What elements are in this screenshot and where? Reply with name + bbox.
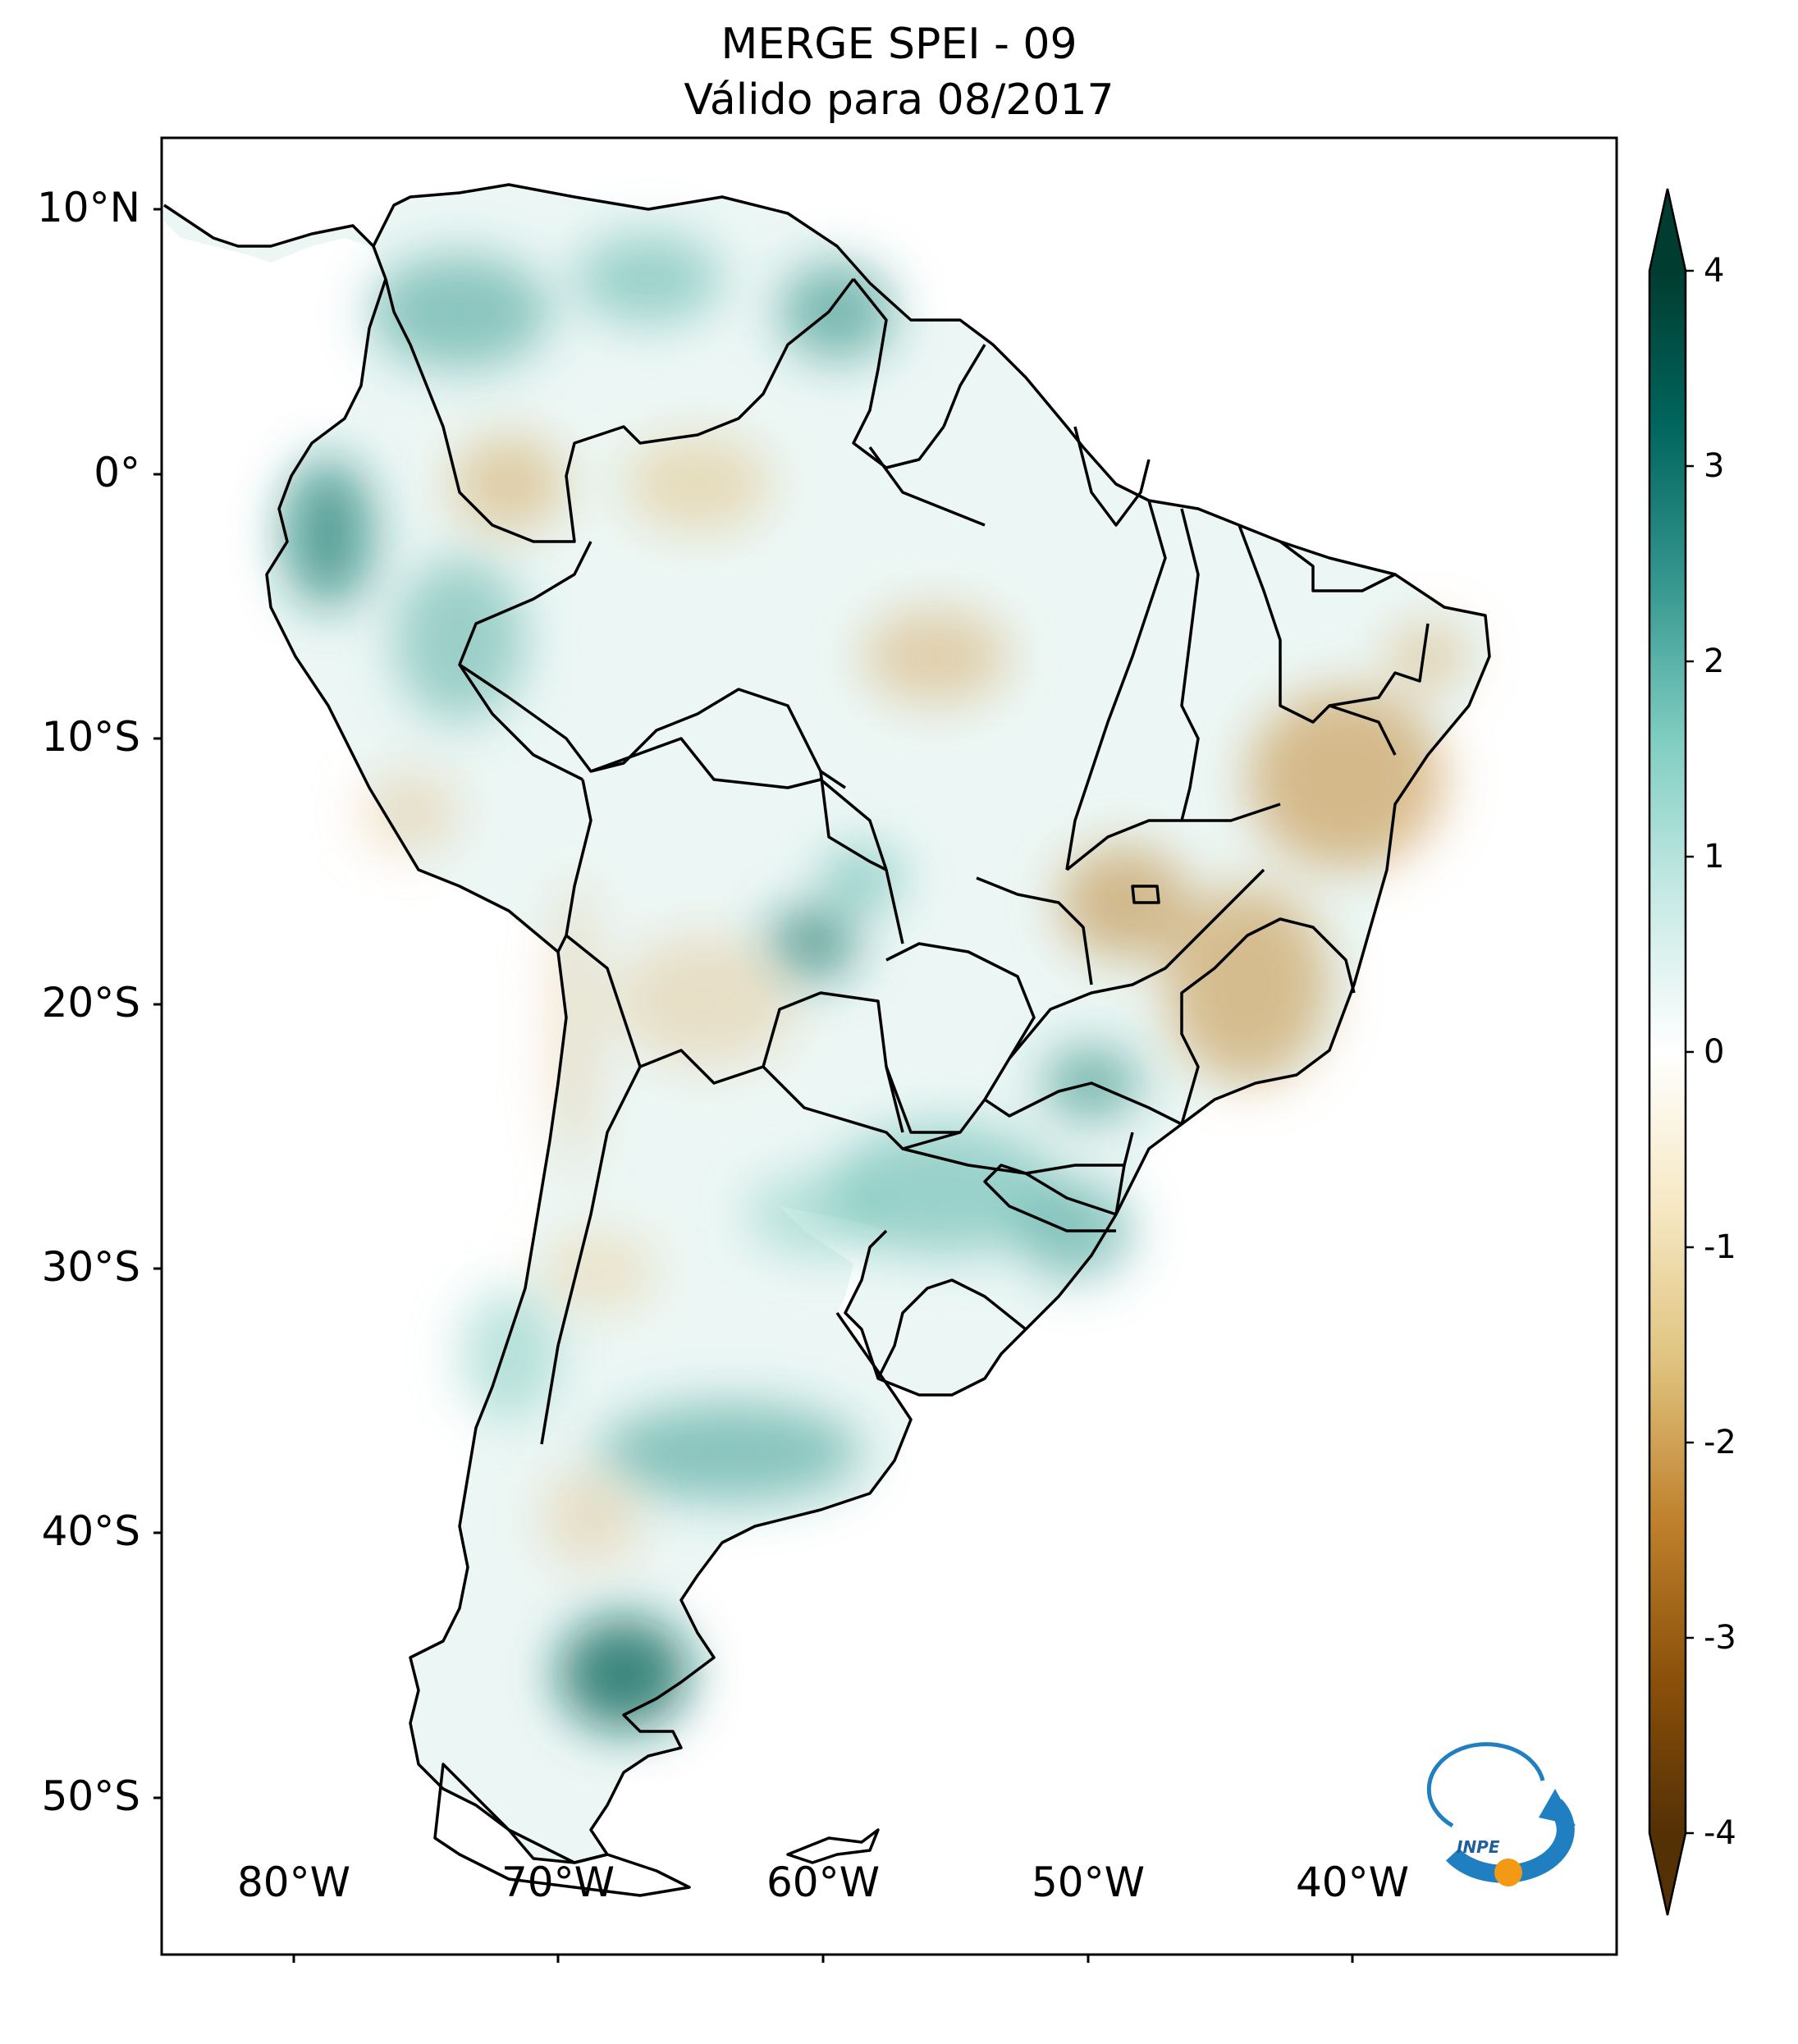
colorbar-tick-label: -3	[1704, 1619, 1736, 1657]
inpe-logo-icon	[1426, 1742, 1576, 1886]
lat-tick-label: 0°	[94, 449, 140, 496]
map-title: MERGE SPEI - 09	[721, 20, 1077, 69]
lon-tick-label: 80°W	[236, 1859, 351, 1906]
colorbar-tick-label: -1	[1704, 1228, 1736, 1266]
lat-tick-label: 10°S	[41, 713, 140, 761]
colorbar-tick-label: -4	[1704, 1814, 1736, 1852]
colorbar-tick-label: 4	[1704, 252, 1725, 290]
colorbar	[1648, 188, 1694, 1916]
lat-tick-label: 50°S	[41, 1772, 140, 1820]
lon-tick-label: 70°W	[501, 1859, 615, 1906]
colorbar-tick-label: -2	[1704, 1424, 1736, 1461]
lat-tick-label: 10°N	[36, 184, 140, 231]
map-border	[160, 136, 1618, 1956]
wet-anomaly-layer	[283, 234, 1141, 1731]
lat-tick-label: 40°S	[41, 1507, 140, 1555]
lat-tick-label: 30°S	[41, 1243, 140, 1291]
map-subtitle: Válido para 08/2017	[684, 75, 1114, 125]
lon-tick-label: 60°W	[766, 1859, 881, 1906]
inpe-logo-text: INPE	[1457, 1837, 1500, 1857]
political-borders	[163, 183, 1491, 1897]
axis-ticks	[153, 208, 1354, 1963]
dry-anomaly-layer	[361, 435, 1469, 1567]
lon-tick-label: 40°W	[1295, 1859, 1410, 1906]
south-america-map	[163, 183, 1576, 1897]
colorbar-tick-label: 1	[1704, 838, 1725, 876]
colorbar-tick-label: 0	[1704, 1033, 1725, 1071]
lat-tick-label: 20°S	[41, 979, 140, 1027]
colorbar-tick-label: 3	[1704, 447, 1725, 485]
lon-tick-label: 50°W	[1031, 1859, 1146, 1906]
colorbar-tick-label: 2	[1704, 642, 1725, 680]
